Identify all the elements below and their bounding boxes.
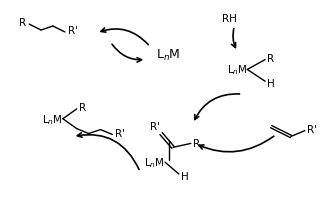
- Text: R: R: [19, 18, 26, 28]
- Text: R: R: [79, 102, 86, 112]
- Text: R': R': [68, 26, 78, 36]
- Text: R': R': [115, 128, 125, 138]
- Text: R: R: [193, 139, 200, 149]
- Text: L$_n$M: L$_n$M: [144, 156, 165, 169]
- Text: L$_n$M: L$_n$M: [156, 48, 180, 63]
- Text: H: H: [181, 171, 189, 181]
- Text: RH: RH: [222, 14, 237, 24]
- Text: R': R': [307, 124, 317, 134]
- Text: L$_n$M: L$_n$M: [42, 112, 63, 126]
- Text: R': R': [150, 121, 160, 131]
- Text: R: R: [267, 53, 274, 63]
- Text: L$_n$M: L$_n$M: [227, 63, 247, 77]
- Text: H: H: [267, 79, 275, 89]
